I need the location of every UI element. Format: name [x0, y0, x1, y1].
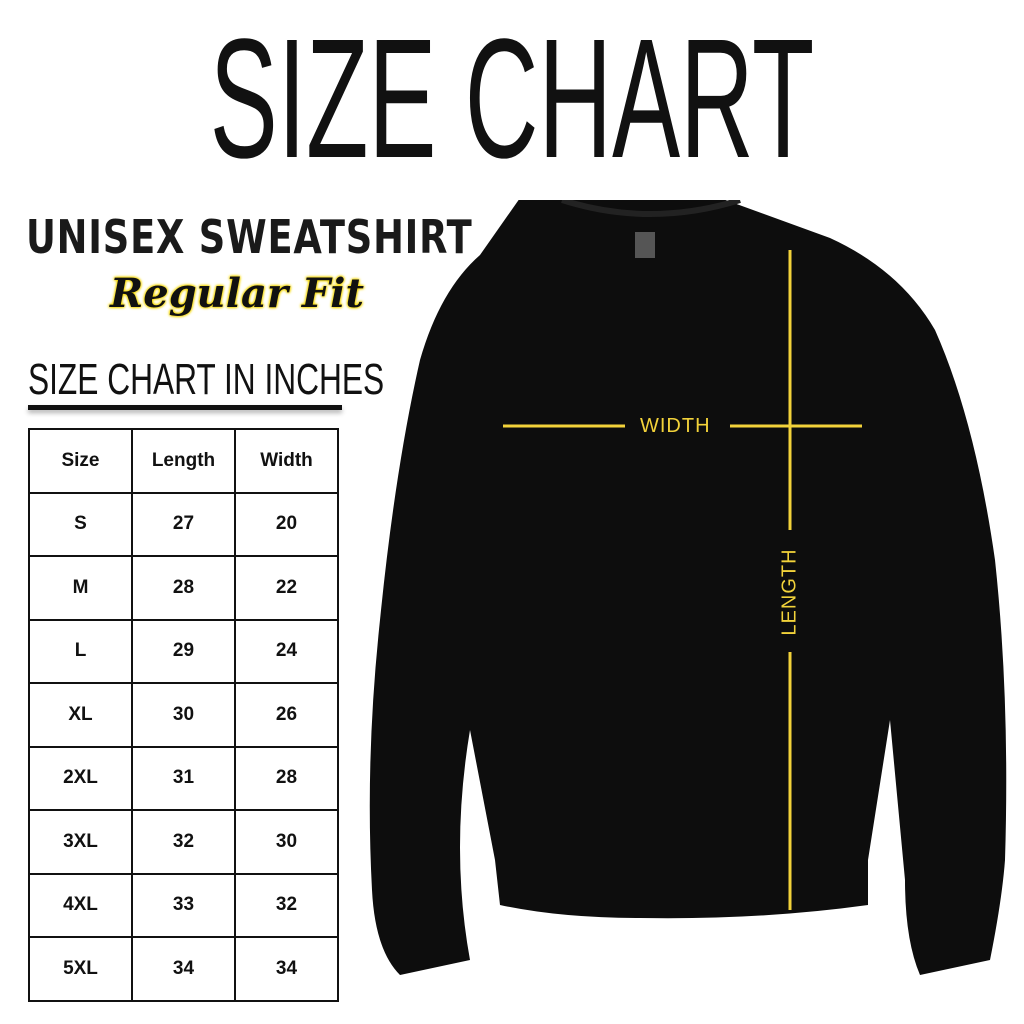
cell-size: S [28, 491, 133, 557]
cell-size: 4XL [28, 872, 133, 938]
cell-length: 34 [131, 936, 236, 1002]
table-row: 2XL 31 28 [28, 745, 339, 811]
cell-width: 32 [234, 872, 339, 938]
table-row: 4XL 33 32 [28, 872, 339, 938]
table-row: XL 30 26 [28, 682, 339, 748]
page-title: SIZE CHART [209, 4, 815, 194]
cell-length: 27 [131, 491, 236, 557]
cell-length: 31 [131, 745, 236, 811]
cell-size: L [28, 618, 133, 684]
table-caption: SIZE CHART IN INCHES [28, 355, 385, 404]
header-size: Size [28, 428, 133, 494]
table-row: 5XL 34 34 [28, 936, 339, 1002]
header-width: Width [234, 428, 339, 494]
table-row: M 28 22 [28, 555, 339, 621]
sweatshirt-image [369, 200, 1007, 975]
cell-size: 2XL [28, 745, 133, 811]
size-table: Size Length Width S 27 20 M 28 22 L 29 24 XL 30… [28, 428, 339, 1002]
cell-size: XL [28, 682, 133, 748]
length-label: LENGTH [778, 548, 801, 636]
cell-width: 20 [234, 491, 339, 557]
cell-length: 33 [131, 872, 236, 938]
cell-width: 30 [234, 809, 339, 875]
cell-width: 24 [234, 618, 339, 684]
width-label: WIDTH [640, 415, 711, 437]
table-row: 3XL 32 30 [28, 809, 339, 875]
cell-size: 3XL [28, 809, 133, 875]
cell-width: 28 [234, 745, 339, 811]
cell-width: 26 [234, 682, 339, 748]
cell-size: M [28, 555, 133, 621]
header-length: Length [131, 428, 236, 494]
table-row: S 27 20 [28, 491, 339, 557]
shirt-tag [635, 232, 655, 258]
cell-width: 22 [234, 555, 339, 621]
cell-length: 32 [131, 809, 236, 875]
caption-underline [28, 405, 342, 410]
fit-label: Regular Fit [110, 270, 364, 317]
table-header-row: Size Length Width [28, 428, 339, 494]
cell-length: 30 [131, 682, 236, 748]
cell-length: 28 [131, 555, 236, 621]
product-name: UNISEX SWEATSHIRT [26, 210, 473, 264]
cell-size: 5XL [28, 936, 133, 1002]
cell-width: 34 [234, 936, 339, 1002]
cell-length: 29 [131, 618, 236, 684]
table-row: L 29 24 [28, 618, 339, 684]
